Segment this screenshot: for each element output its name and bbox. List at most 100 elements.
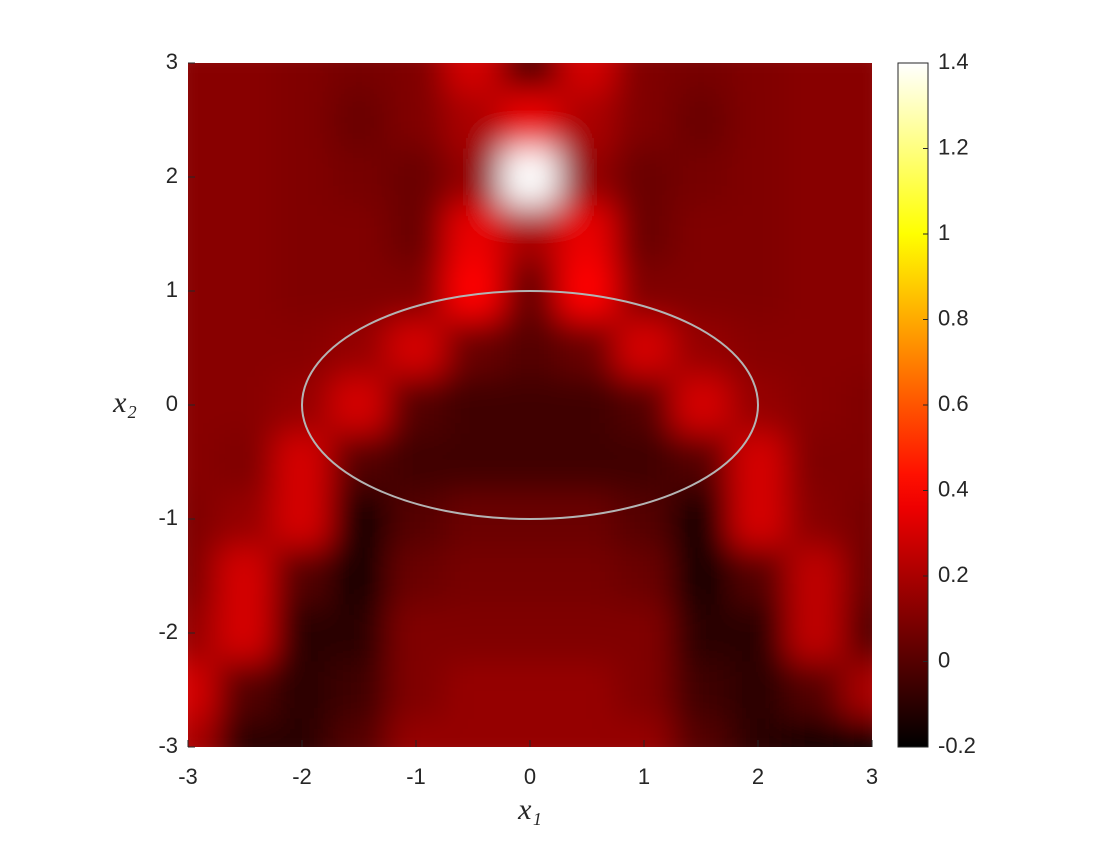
heatmap-cell [387, 91, 445, 149]
heatmap-cell [672, 433, 730, 491]
heatmap-cell [615, 547, 673, 605]
heatmap-cell [216, 490, 274, 548]
heatmap-cell [786, 547, 844, 605]
heatmap-cell [558, 718, 616, 747]
heatmap-cell [615, 63, 673, 92]
heatmap-cell [672, 490, 730, 548]
heatmap-cell [615, 205, 673, 263]
heatmap-cell [786, 148, 844, 206]
heatmap-cell [330, 63, 388, 92]
heatmap-cell [672, 63, 730, 92]
heatmap-cell [843, 91, 872, 149]
heatmap-cell [387, 205, 445, 263]
heatmap-cell [843, 433, 872, 491]
heatmap-cell [786, 490, 844, 548]
heatmap-cell [444, 604, 502, 662]
heatmap-cell [501, 148, 559, 206]
heatmap-cell [216, 319, 274, 377]
heatmap-cell [387, 376, 445, 434]
heatmap-cell [387, 661, 445, 719]
heatmap-cell [387, 148, 445, 206]
heatmap-cell [729, 319, 787, 377]
heatmap-cell [558, 661, 616, 719]
heatmap-cell [444, 376, 502, 434]
x-axis-label: x₁ [517, 793, 542, 826]
heatmap-cell [188, 205, 217, 263]
heatmap-cell [672, 148, 730, 206]
heatmap-cell [729, 433, 787, 491]
heatmap-cell [501, 205, 559, 263]
heatmap-cell [843, 63, 872, 92]
x-tick-label: 0 [524, 764, 536, 789]
heatmap-cell [330, 319, 388, 377]
heatmap-cell [387, 262, 445, 320]
heatmap-cell [558, 547, 616, 605]
heatmap-cell [558, 433, 616, 491]
heatmap-cell [786, 262, 844, 320]
heatmap-cell [273, 490, 331, 548]
heatmap-cell [216, 262, 274, 320]
heatmap-cell [672, 547, 730, 605]
heatmap-cell [672, 718, 730, 747]
heatmap-cell [615, 148, 673, 206]
heatmap-cell [330, 661, 388, 719]
heatmap-cell [444, 63, 502, 92]
heatmap-cell [615, 433, 673, 491]
heatmap-cell [273, 319, 331, 377]
heatmap-cell [843, 148, 872, 206]
heatmap-cell [387, 319, 445, 377]
heatmap-cell [672, 661, 730, 719]
heatmap-cell [729, 148, 787, 206]
heatmap-cell [188, 661, 217, 719]
y-tick-label: 2 [166, 163, 178, 188]
heatmap-cell [729, 604, 787, 662]
heatmap-cell [843, 205, 872, 263]
heatmap-cell [216, 661, 274, 719]
heatmap-cell [501, 547, 559, 605]
x-tick-label: -3 [178, 764, 198, 789]
colorbar-tick-label: -0.2 [938, 733, 976, 758]
colorbar-tick-label: 0.2 [938, 562, 969, 587]
heatmap-cell [558, 376, 616, 434]
heatmap-cell [444, 718, 502, 747]
heatmap-cell [330, 547, 388, 605]
heatmap-cell [330, 490, 388, 548]
heatmap-cell [216, 433, 274, 491]
heatmap-cell [615, 376, 673, 434]
heatmap-cell [216, 148, 274, 206]
y-tick-label: -1 [158, 505, 178, 530]
heatmap-cell [615, 604, 673, 662]
heatmap-cell [558, 205, 616, 263]
heatmap-cell [843, 547, 872, 605]
heatmap-cell [729, 547, 787, 605]
heatmap-cell [216, 547, 274, 605]
heatmap-cell [558, 91, 616, 149]
heatmap-cell [501, 376, 559, 434]
heatmap-cell [501, 661, 559, 719]
heatmap-cell [558, 63, 616, 92]
heatmap-cell [615, 319, 673, 377]
heatmap-cell [615, 490, 673, 548]
heatmap-cell [216, 91, 274, 149]
heatmap-cell [558, 319, 616, 377]
heatmap-cell [330, 718, 388, 747]
y-tick-label: -2 [158, 619, 178, 644]
heatmap-cell [444, 205, 502, 263]
heatmap-cell [273, 661, 331, 719]
heatmap-cell [273, 91, 331, 149]
heatmap-cell [786, 376, 844, 434]
heatmap-cell [444, 148, 502, 206]
y-tick-label: 1 [166, 277, 178, 302]
heatmap-cell [444, 490, 502, 548]
heatmap-cell [843, 490, 872, 548]
heatmap-cell [672, 604, 730, 662]
heatmap-cell [729, 91, 787, 149]
heatmap-cell [387, 604, 445, 662]
heatmap-cell [273, 205, 331, 263]
heatmap-cell [786, 433, 844, 491]
heatmap-cell [330, 376, 388, 434]
heatmap-cell [615, 91, 673, 149]
y-tick-label: -3 [158, 733, 178, 758]
heatmap-cell [843, 376, 872, 434]
